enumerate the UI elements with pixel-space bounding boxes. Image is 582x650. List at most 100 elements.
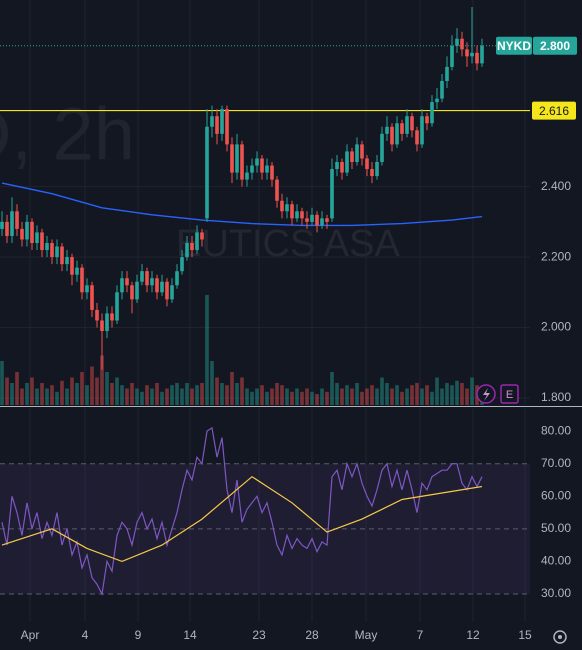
volume-bar: [15, 372, 19, 405]
last-price-label: 2.800: [540, 39, 570, 53]
candle-body: [220, 109, 224, 134]
volume-bar: [265, 391, 269, 405]
candle-body: [445, 66, 449, 81]
volume-bar: [285, 388, 289, 405]
volume-bar: [400, 391, 404, 405]
volume-bar: [100, 355, 104, 405]
x-tick-label: 7: [417, 628, 424, 642]
candle-body: [460, 38, 464, 50]
candle-body: [190, 243, 194, 251]
volume-bar: [85, 385, 89, 405]
candle-body: [375, 162, 379, 177]
candle-body: [345, 151, 349, 173]
volume-bar: [115, 377, 119, 405]
volume-bar: [280, 385, 284, 405]
rsi-tick-label: 70.00: [541, 456, 571, 470]
volume-bar: [315, 394, 319, 405]
candle-body: [130, 285, 134, 300]
volume-bar: [455, 380, 459, 405]
candle-body: [290, 204, 294, 219]
symbol-label: NYKD: [497, 39, 531, 53]
volume-bar: [355, 383, 359, 405]
candle-body: [380, 133, 384, 162]
hline-tag: [532, 101, 576, 120]
volume-bar: [40, 383, 44, 405]
volume-bar: [425, 385, 429, 405]
moving-average: [1, 182, 483, 227]
volume-bar: [290, 391, 294, 405]
volume-bar: [365, 388, 369, 405]
x-tick-label: May: [355, 628, 378, 642]
candle-body: [175, 271, 179, 286]
candle-body: [100, 320, 104, 332]
candle-body: [105, 313, 109, 332]
volume-bar: [405, 388, 409, 405]
candle-body: [320, 218, 324, 226]
candle-body: [260, 158, 264, 173]
candle-body: [25, 221, 29, 240]
volume-bar: [135, 388, 139, 405]
settings-icon-core: [558, 635, 562, 639]
volume-bar: [325, 391, 329, 405]
x-tick-label: 15: [518, 628, 532, 642]
candle-body: [55, 246, 59, 258]
volume-bar: [260, 385, 264, 405]
rsi-tick-label: 30.00: [541, 586, 571, 600]
watermark: D, 2h: [0, 93, 135, 176]
candle-body: [385, 126, 389, 134]
candle-body: [10, 211, 14, 236]
y-tick-label: 2.400: [541, 179, 571, 193]
candle-body: [50, 243, 54, 258]
settings-icon[interactable]: [553, 630, 567, 644]
volume-bar: [220, 383, 224, 405]
volume-bar: [145, 385, 149, 405]
volume-bar: [210, 361, 214, 405]
candle-body: [480, 45, 484, 64]
volume-bar: [350, 388, 354, 405]
candle-body: [90, 285, 94, 310]
volume-bar: [295, 388, 299, 405]
volume-bar: [35, 388, 39, 405]
candle-body: [395, 123, 399, 145]
candle-body: [165, 281, 169, 300]
volume-bar: [335, 383, 339, 405]
candle-body: [390, 126, 394, 145]
volume-bar: [445, 383, 449, 405]
volume-bar: [60, 380, 64, 405]
volume-bar: [370, 385, 374, 405]
volume-bar: [140, 391, 144, 405]
volume-bar: [250, 391, 254, 405]
volume-bar: [125, 388, 129, 405]
volume-bar: [230, 372, 234, 405]
volume-bar: [25, 383, 29, 405]
candle-body: [280, 200, 284, 212]
volume-bar: [65, 388, 69, 405]
candle-body: [20, 228, 24, 240]
last-price-tag: [533, 36, 577, 55]
candle-body: [205, 126, 209, 219]
y-tick-label: 2.200: [541, 249, 571, 263]
volume-bar: [200, 383, 204, 405]
volume-bar: [225, 385, 229, 405]
candle-body: [80, 267, 84, 293]
volume-bar: [0, 361, 4, 405]
candle-body: [240, 144, 244, 180]
hline-label: 2.616: [539, 104, 569, 118]
candle-body: [295, 211, 299, 219]
x-tick-label: Apr: [21, 628, 40, 642]
candle-body: [300, 211, 304, 219]
candle-body: [415, 130, 419, 145]
volume-bar: [240, 377, 244, 405]
candle-body: [325, 218, 329, 222]
candle-body: [235, 144, 239, 173]
volume-bar: [470, 377, 474, 405]
badge-label: E: [506, 389, 513, 401]
volume-bar: [20, 388, 24, 405]
candle-body: [455, 38, 459, 46]
candle-body: [420, 116, 424, 145]
candle-body: [195, 232, 199, 251]
volume-bar: [255, 388, 259, 405]
candle-body: [125, 278, 129, 286]
volume-bar: [385, 383, 389, 405]
candle-body: [470, 52, 474, 57]
